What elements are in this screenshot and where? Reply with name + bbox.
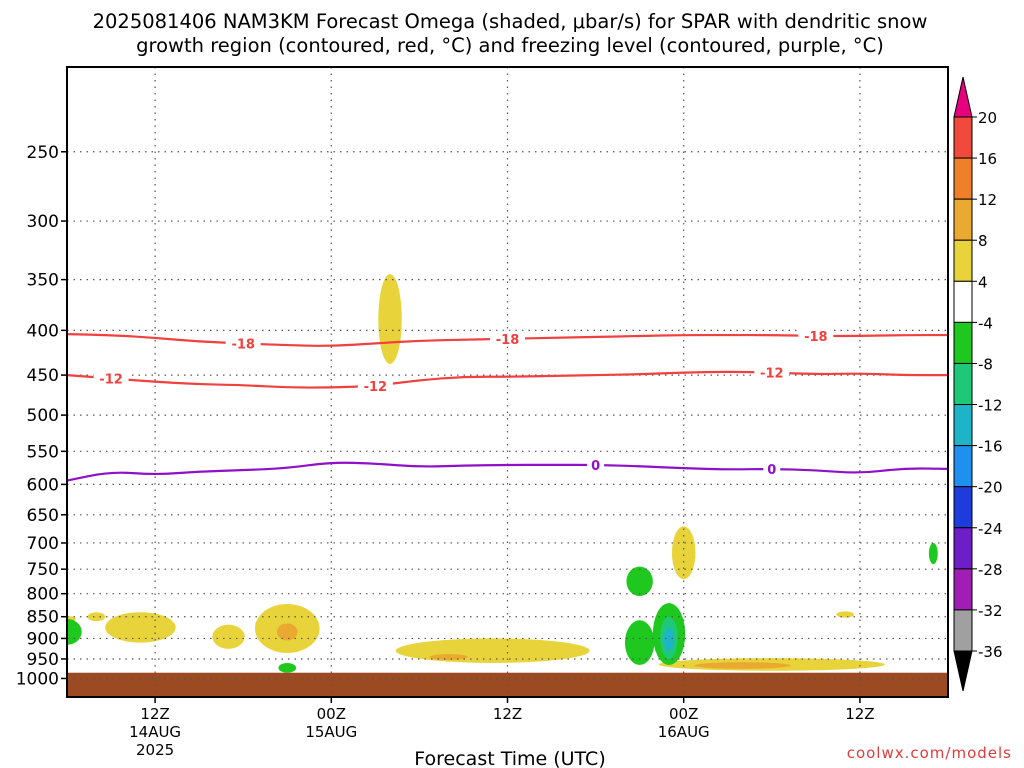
pressure-tick-label: 700 xyxy=(27,534,59,554)
omega-shading-layer xyxy=(67,274,938,673)
pressure-tick-label: 550 xyxy=(27,442,59,462)
colorbar-label: -16 xyxy=(978,438,1003,456)
contour-label: -18 xyxy=(496,333,520,348)
omega-shade-10 xyxy=(276,623,298,641)
contour-label-bg xyxy=(587,456,605,473)
colorbar-label: -36 xyxy=(978,643,1003,661)
colorbar-box xyxy=(953,280,973,323)
pressure-tick-label: 350 xyxy=(27,271,59,291)
date-tick-label: 15AUG xyxy=(305,723,357,741)
colorbar-box xyxy=(953,609,973,652)
pressure-tick-label: 450 xyxy=(27,366,59,386)
colorbar-label: -20 xyxy=(978,479,1003,497)
omega-shade-20 xyxy=(663,627,675,651)
colorbar-box xyxy=(953,404,973,447)
chart-title-line1: 2025081406 NAM3KM Forecast Omega (shaded… xyxy=(93,10,928,33)
colorbar-box xyxy=(953,445,973,488)
pressure-tick-label: 750 xyxy=(27,560,59,580)
omega-colorbar: 20 16 12 8 4 -4 -8 -12 -16 -20 -24 -28 -32 -36 xyxy=(953,76,1003,692)
colorbar-box xyxy=(953,486,973,529)
contour-label: -12 xyxy=(99,372,123,387)
colorbar-box xyxy=(953,362,973,406)
contour-label-bg xyxy=(225,335,261,352)
contour-label-bg xyxy=(798,327,834,344)
time-tick-label: 00Z xyxy=(669,705,698,723)
colorbar-bottom-arrow xyxy=(953,650,973,692)
colorbar-label: -32 xyxy=(978,602,1003,620)
grid-layer xyxy=(67,67,948,697)
colorbar-label: 8 xyxy=(978,232,988,250)
contour-label-bg xyxy=(357,377,393,394)
pressure-tick-label: 900 xyxy=(27,629,59,649)
omega-shade-7 xyxy=(671,526,696,580)
date-tick-label: 14AUG xyxy=(129,723,181,741)
omega-shade-2 xyxy=(87,612,106,622)
contour-label: 0 xyxy=(767,463,776,478)
omega-shade-14 xyxy=(278,662,297,673)
omega-shade-0 xyxy=(378,274,402,364)
omega-shade-9 xyxy=(836,611,855,618)
colorbar-box xyxy=(953,527,973,570)
time-tick-label: 00Z xyxy=(317,705,346,723)
colorbar-label: -28 xyxy=(978,561,1003,579)
contour-label: 0 xyxy=(591,459,600,474)
pressure-tick-label: 1000 xyxy=(16,669,59,689)
colorbar-top-arrow xyxy=(953,76,973,118)
colorbar-label: -12 xyxy=(978,397,1003,415)
pressure-tick-label: 300 xyxy=(27,212,59,232)
colorbar-box xyxy=(953,198,973,241)
contour-line-0 xyxy=(66,461,949,482)
pressure-tick-label: 500 xyxy=(27,406,59,426)
chart-title-line2: growth region (contoured, red, °C) and f… xyxy=(136,34,884,57)
colorbar-label: 12 xyxy=(978,191,997,209)
plot-frame xyxy=(66,66,949,698)
contour-label: -12 xyxy=(364,380,388,395)
pressure-tick-label: 600 xyxy=(27,475,59,495)
contour-label-bg xyxy=(754,364,790,381)
time-tick-label: 12Z xyxy=(140,705,169,723)
time-tick-label: 12Z xyxy=(493,705,522,723)
pressure-tick-label: 850 xyxy=(27,608,59,628)
omega-shade-15 xyxy=(626,566,653,597)
colorbar-box xyxy=(953,116,973,159)
colorbar-label: -8 xyxy=(978,355,993,373)
omega-shade-3 xyxy=(105,612,176,643)
year-tick-label: 2025 xyxy=(136,741,174,759)
omega-shade-16 xyxy=(624,620,655,665)
pressure-tick-label: 800 xyxy=(27,585,59,605)
omega-shade-13 xyxy=(67,618,82,645)
pressure-tick-label: 950 xyxy=(27,650,59,670)
omega-shade-4 xyxy=(212,624,245,649)
contour-label: -18 xyxy=(804,330,828,345)
omega-shade-18 xyxy=(928,542,938,565)
colorbar-box xyxy=(953,157,973,200)
credit-text: coolwx.com/models xyxy=(847,744,1012,762)
x-axis-title: Forecast Time (UTC) xyxy=(414,748,605,768)
date-tick-label: 16AUG xyxy=(658,723,710,741)
colorbar-label: 16 xyxy=(978,150,997,168)
colorbar-box xyxy=(953,239,973,282)
pressure-tick-label: 400 xyxy=(27,321,59,341)
pressure-tick-label: 650 xyxy=(27,506,59,526)
contour-label-bg xyxy=(763,460,781,477)
time-tick-label: 12Z xyxy=(845,705,874,723)
colorbar-box xyxy=(953,321,973,364)
contour-layer: -18 -18 -18 -12 -12 -12 0 0 xyxy=(66,327,949,482)
contour-label: -18 xyxy=(231,337,255,352)
colorbar-box xyxy=(953,568,973,611)
contour-label-bg xyxy=(93,370,129,387)
colorbar-label: -4 xyxy=(978,314,993,332)
omega-shade-12 xyxy=(693,662,791,669)
omega-shade-11 xyxy=(429,653,468,660)
colorbar-label: 20 xyxy=(978,109,997,127)
pressure-axis: 2503003504004505005506006507007508008509… xyxy=(16,143,67,689)
colorbar-label: -24 xyxy=(978,520,1003,538)
contour-label: -12 xyxy=(760,367,784,382)
colorbar-label: 4 xyxy=(978,273,988,291)
contour-label-bg xyxy=(490,330,525,347)
contour-line--18 xyxy=(66,333,948,347)
pressure-tick-label: 250 xyxy=(27,143,59,163)
